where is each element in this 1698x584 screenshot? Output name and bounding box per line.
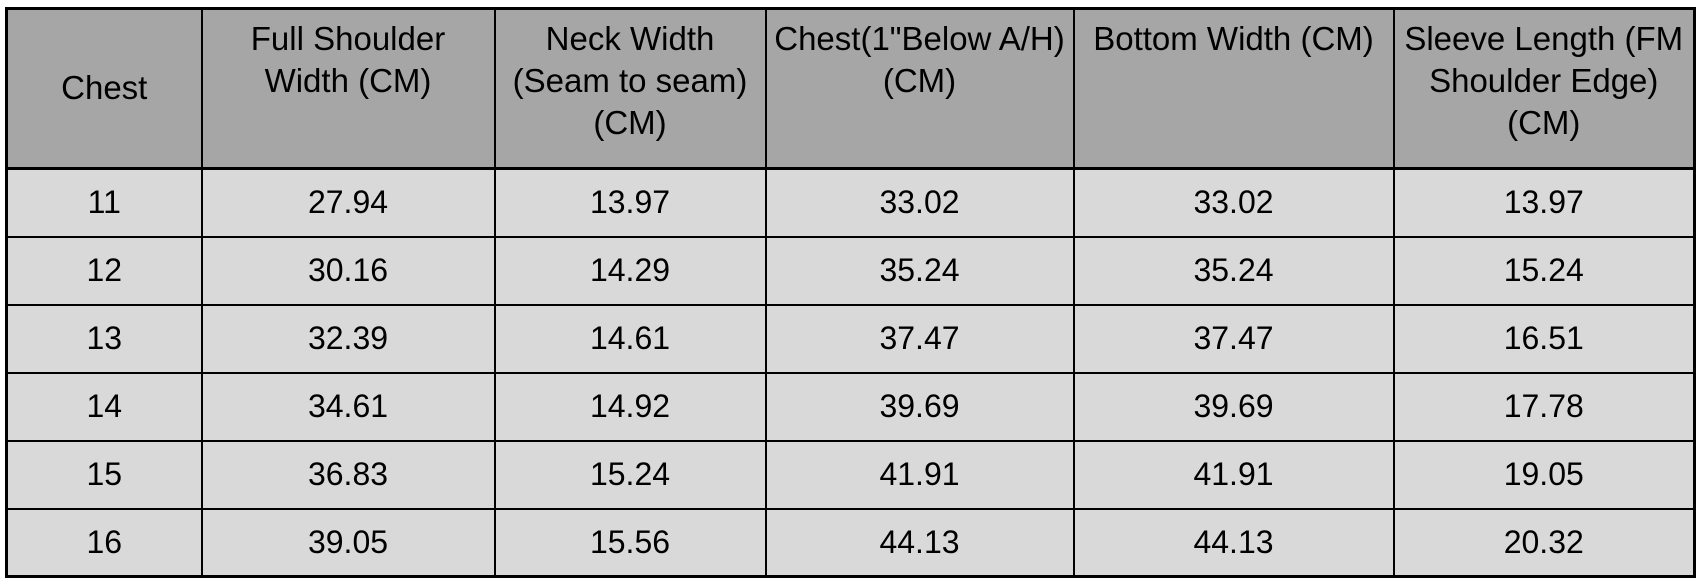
cell-chest: 11 <box>5 167 203 238</box>
cell-bottom-width: 41.91 <box>1072 439 1395 510</box>
cell-chest: 15 <box>5 439 203 510</box>
cell-full-shoulder-width: 27.94 <box>200 167 496 238</box>
table-row: 12 30.16 14.29 35.24 35.24 15.24 <box>5 235 1696 306</box>
cell-bottom-width: 39.69 <box>1072 371 1395 442</box>
cell-sleeve-length: 20.32 <box>1392 507 1696 578</box>
cell-full-shoulder-width: 34.61 <box>200 371 496 442</box>
col-header-neck-width: Neck Width (Seam to seam) (CM) <box>493 7 767 170</box>
col-header-chest: Chest <box>5 7 203 170</box>
cell-chest-below-ah: 33.02 <box>764 167 1075 238</box>
cell-chest-below-ah: 35.24 <box>764 235 1075 306</box>
cell-neck-width: 15.24 <box>493 439 767 510</box>
cell-chest: 13 <box>5 303 203 374</box>
size-chart-table: Chest Full Shoulder Width (CM) Neck Widt… <box>5 7 1696 578</box>
table-row: 14 34.61 14.92 39.69 39.69 17.78 <box>5 371 1696 442</box>
cell-bottom-width: 44.13 <box>1072 507 1395 578</box>
col-header-bottom-width: Bottom Width (CM) <box>1072 7 1395 170</box>
cell-full-shoulder-width: 30.16 <box>200 235 496 306</box>
cell-neck-width: 13.97 <box>493 167 767 238</box>
cell-bottom-width: 37.47 <box>1072 303 1395 374</box>
cell-sleeve-length: 19.05 <box>1392 439 1696 510</box>
cell-full-shoulder-width: 32.39 <box>200 303 496 374</box>
cell-sleeve-length: 15.24 <box>1392 235 1696 306</box>
cell-chest-below-ah: 44.13 <box>764 507 1075 578</box>
cell-sleeve-length: 13.97 <box>1392 167 1696 238</box>
cell-chest-below-ah: 39.69 <box>764 371 1075 442</box>
cell-neck-width: 14.61 <box>493 303 767 374</box>
cell-chest: 14 <box>5 371 203 442</box>
cell-full-shoulder-width: 36.83 <box>200 439 496 510</box>
table-row: 11 27.94 13.97 33.02 33.02 13.97 <box>5 167 1696 238</box>
cell-bottom-width: 35.24 <box>1072 235 1395 306</box>
cell-neck-width: 14.29 <box>493 235 767 306</box>
cell-chest-below-ah: 37.47 <box>764 303 1075 374</box>
cell-sleeve-length: 16.51 <box>1392 303 1696 374</box>
cell-sleeve-length: 17.78 <box>1392 371 1696 442</box>
cell-neck-width: 15.56 <box>493 507 767 578</box>
table-row: 13 32.39 14.61 37.47 37.47 16.51 <box>5 303 1696 374</box>
cell-neck-width: 14.92 <box>493 371 767 442</box>
cell-chest-below-ah: 41.91 <box>764 439 1075 510</box>
table-row: 16 39.05 15.56 44.13 44.13 20.32 <box>5 507 1696 578</box>
cell-chest: 16 <box>5 507 203 578</box>
col-header-full-shoulder-width: Full Shoulder Width (CM) <box>200 7 496 170</box>
cell-chest: 12 <box>5 235 203 306</box>
col-header-sleeve-length: Sleeve Length (FM Shoulder Edge) (CM) <box>1392 7 1696 170</box>
table-row: 15 36.83 15.24 41.91 41.91 19.05 <box>5 439 1696 510</box>
cell-full-shoulder-width: 39.05 <box>200 507 496 578</box>
col-header-chest-below-ah: Chest(1"Below A/H) (CM) <box>764 7 1075 170</box>
cell-bottom-width: 33.02 <box>1072 167 1395 238</box>
header-row: Chest Full Shoulder Width (CM) Neck Widt… <box>5 7 1696 170</box>
